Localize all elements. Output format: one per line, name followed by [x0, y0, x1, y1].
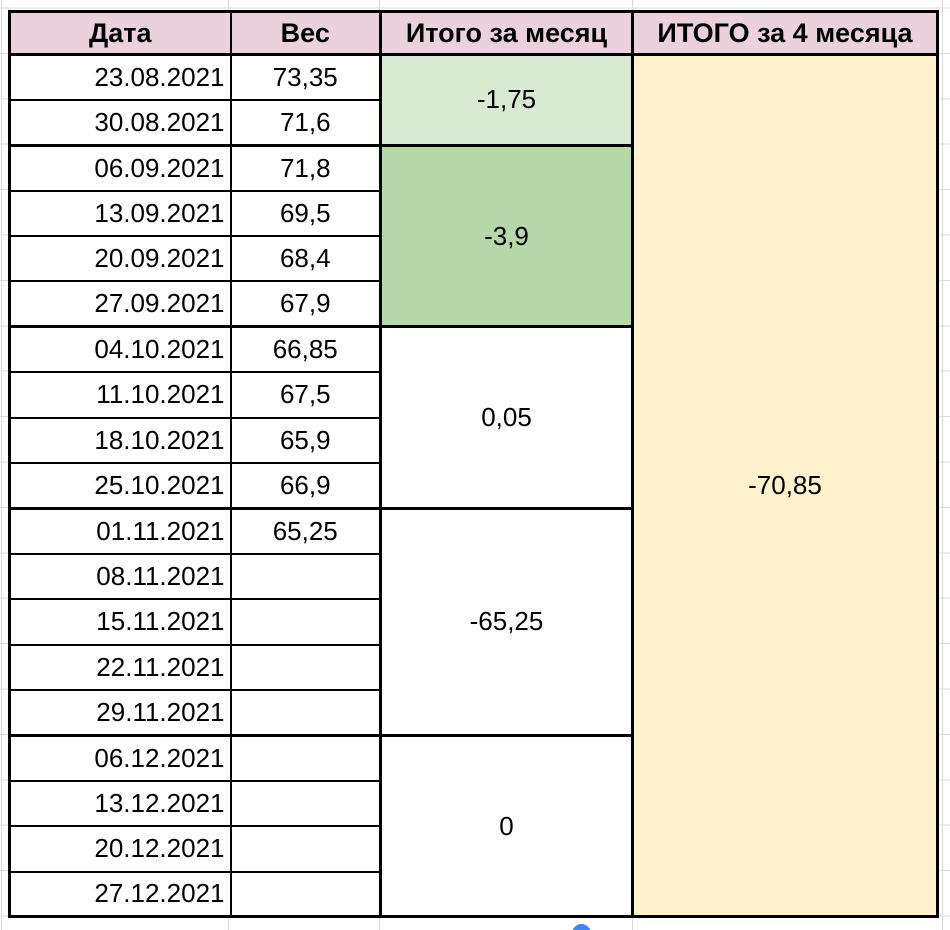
date-cell[interactable]: 13.09.2021: [8, 189, 232, 238]
selection-fill-handle[interactable]: [572, 924, 591, 930]
column-header-weight[interactable]: Вес: [229, 10, 382, 56]
month-total-cell-october[interactable]: 0,05: [379, 325, 634, 510]
date-cell[interactable]: 08.11.2021: [8, 552, 232, 601]
weight-cell[interactable]: [229, 779, 382, 828]
header-row: Дата Вес Итого за месяц ИТОГО за 4 месяц…: [8, 10, 939, 56]
weight-cell[interactable]: [229, 643, 382, 691]
table-row: 18.10.2021 65,9: [8, 416, 938, 465]
table-row: 23.08.2021 73,35 -1,75 -70,85: [8, 53, 939, 918]
table-row: 08.11.2021: [8, 552, 938, 601]
weight-cell[interactable]: [229, 733, 382, 782]
table-row: 27.12.2021: [8, 870, 938, 918]
weight-cell[interactable]: [229, 870, 382, 918]
table-row: 06.09.2021 71,8 -3,9: [8, 143, 938, 328]
table-row: 06.12.2021 0: [8, 733, 938, 918]
date-cell[interactable]: 20.12.2021: [8, 825, 232, 873]
table-row: 22.11.2021: [8, 643, 938, 691]
grand-total-cell[interactable]: -70,85: [631, 53, 939, 918]
date-cell[interactable]: 29.11.2021: [8, 688, 232, 737]
date-cell[interactable]: 30.08.2021: [8, 98, 232, 147]
table-row: 25.10.2021 66,9: [8, 462, 938, 510]
weight-cell[interactable]: 73,35: [229, 53, 382, 101]
weight-cell[interactable]: 67,9: [229, 280, 382, 328]
date-cell[interactable]: 13.12.2021: [8, 779, 232, 828]
weight-cell[interactable]: 66,9: [229, 462, 382, 510]
weight-tracking-table: Дата Вес Итого за месяц ИТОГО за 4 месяц…: [8, 10, 939, 919]
column-header-grand-total[interactable]: ИТОГО за 4 месяца: [631, 10, 939, 56]
month-total-cell-august[interactable]: -1,75: [379, 53, 634, 147]
date-cell[interactable]: 22.11.2021: [8, 643, 232, 691]
date-cell[interactable]: 15.11.2021: [8, 598, 232, 646]
date-cell[interactable]: 18.10.2021: [8, 416, 232, 465]
date-cell[interactable]: 11.10.2021: [8, 371, 232, 419]
weight-cell[interactable]: [229, 598, 382, 646]
table-row: 01.11.2021 65,25 -65,25: [8, 506, 938, 737]
table-row: 11.10.2021 67,5: [8, 371, 938, 419]
weight-cell[interactable]: 65,25: [229, 506, 382, 555]
table-row: 29.11.2021: [8, 688, 938, 737]
month-total-cell-december[interactable]: 0: [379, 733, 634, 918]
weight-cell[interactable]: 67,5: [229, 371, 382, 419]
month-total-cell-september[interactable]: -3,9: [379, 143, 634, 328]
column-header-date[interactable]: Дата: [8, 10, 232, 56]
weight-cell[interactable]: 71,8: [229, 143, 382, 192]
weight-cell[interactable]: 66,85: [229, 325, 382, 374]
table-row: 15.11.2021: [8, 598, 938, 646]
table-row: 20.12.2021: [8, 825, 938, 873]
weight-cell[interactable]: 68,4: [229, 235, 382, 283]
table-row: 27.09.2021 67,9: [8, 280, 938, 328]
weight-cell[interactable]: [229, 825, 382, 873]
table-row: 04.10.2021 66,85 0,05: [8, 325, 938, 510]
month-total-cell-november[interactable]: -65,25: [379, 506, 634, 737]
date-cell[interactable]: 06.12.2021: [8, 733, 232, 782]
weight-cell[interactable]: [229, 688, 382, 737]
column-header-month-total[interactable]: Итого за месяц: [379, 10, 634, 56]
table-row: 13.09.2021 69,5: [8, 189, 938, 238]
date-cell[interactable]: 04.10.2021: [8, 325, 232, 374]
table-row: 13.12.2021: [8, 779, 938, 828]
weight-cell[interactable]: [229, 552, 382, 601]
weight-cell[interactable]: 69,5: [229, 189, 382, 238]
weight-cell[interactable]: 65,9: [229, 416, 382, 465]
weight-cell[interactable]: 71,6: [229, 98, 382, 147]
date-cell[interactable]: 20.09.2021: [8, 235, 232, 283]
date-cell[interactable]: 01.11.2021: [8, 506, 232, 555]
date-cell[interactable]: 25.10.2021: [8, 462, 232, 510]
date-cell[interactable]: 27.09.2021: [8, 280, 232, 328]
date-cell[interactable]: 27.12.2021: [8, 870, 232, 918]
date-cell[interactable]: 23.08.2021: [8, 53, 232, 101]
table-row: 30.08.2021 71,6: [8, 98, 938, 147]
table-row: 20.09.2021 68,4: [8, 235, 938, 283]
date-cell[interactable]: 06.09.2021: [8, 143, 232, 192]
